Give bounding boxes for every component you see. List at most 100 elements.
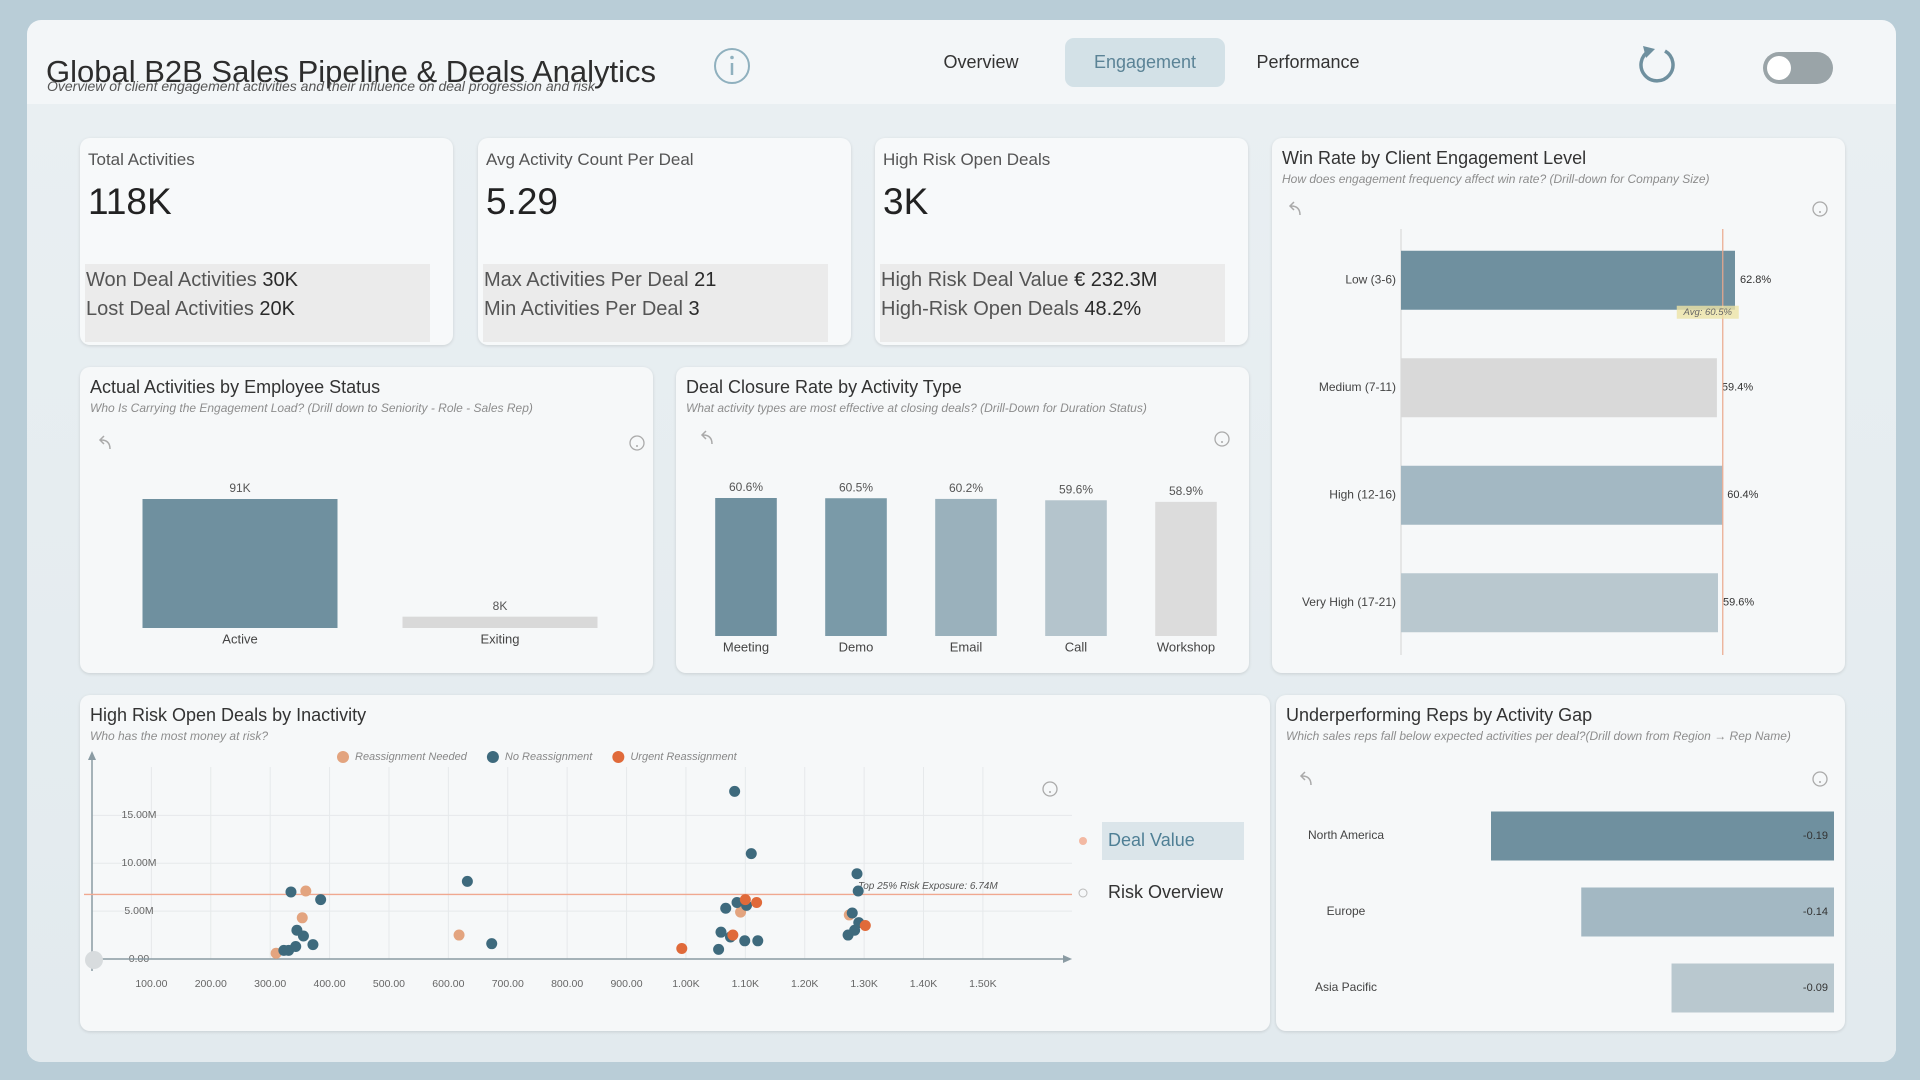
scatter-point xyxy=(461,875,473,887)
kpi-detail-label: High-Risk Open Deals xyxy=(881,298,1079,320)
category-label: Workshop xyxy=(1157,639,1215,654)
page-subtitle: Overview of client engagement activities… xyxy=(47,78,595,94)
bar xyxy=(1581,887,1834,937)
data-label: -0.19 xyxy=(1803,830,1828,842)
scatter-point xyxy=(846,907,858,919)
kpi-detail-label: Won Deal Activities xyxy=(86,269,257,291)
y-tick-label: 5.00M xyxy=(124,905,153,917)
chart-title: Win Rate by Client Engagement Level xyxy=(1282,148,1587,168)
category-label: Exiting xyxy=(480,631,519,646)
info-icon[interactable] xyxy=(712,46,752,86)
y-tick-label: 15.00M xyxy=(121,809,156,821)
scatter-point xyxy=(283,944,295,956)
page-title: Global B2B Sales Pipeline & Deals Analyt… xyxy=(46,54,656,89)
help-icon xyxy=(629,435,645,451)
kpi-detail: Min Activities Per Deal 3 xyxy=(484,298,700,321)
tab[interactable]: Overview xyxy=(943,52,1019,72)
category-label: North America xyxy=(1308,828,1384,842)
scatter-point xyxy=(676,942,688,954)
scatter-point xyxy=(297,930,309,942)
scatter-point xyxy=(296,912,308,924)
x-tick-label: 700.00 xyxy=(492,978,524,990)
scatter-point xyxy=(486,938,498,950)
chart-panel: North America -0.19 Europe -0.14 Asia Pacifi… xyxy=(1276,695,1845,1031)
bar xyxy=(935,498,997,636)
kpi-card: Total Activities 118K Won Deal Activitie… xyxy=(80,138,453,345)
kpi-detail-value: € 232.3M xyxy=(1074,269,1158,291)
category-label: Email xyxy=(950,639,983,654)
kpi-label: Avg Activity Count Per Deal xyxy=(486,150,694,169)
category-label: Asia Pacific xyxy=(1315,980,1377,994)
data-label: 60.6% xyxy=(729,480,763,494)
x-tick-label: 1.50K xyxy=(969,978,996,990)
dashboard: Global B2B Sales Pipeline & Deals Analyt… xyxy=(27,20,1896,1062)
chart-panel: 91K Active 8K Exiting Actual Activities by E… xyxy=(80,367,653,673)
scatter-point xyxy=(727,929,739,941)
x-tick-label: 400.00 xyxy=(314,978,346,990)
x-tick-label: 1.10K xyxy=(732,978,759,990)
scatter-point xyxy=(752,935,764,947)
kpi-label: High Risk Open Deals xyxy=(883,150,1051,169)
drill-up-icon xyxy=(1299,771,1312,786)
kpi-detail-label: High Risk Deal Value xyxy=(881,269,1069,291)
chart-title: Underperforming Reps by Activity Gap xyxy=(1286,705,1593,725)
x-tick-label: 500.00 xyxy=(373,978,405,990)
bar xyxy=(1045,500,1107,636)
kpi-detail: Max Activities Per Deal 21 xyxy=(484,269,716,292)
tab[interactable]: Performance xyxy=(1256,52,1360,72)
drill-up-icon xyxy=(700,430,713,445)
toggle[interactable] xyxy=(1761,50,1835,86)
y-tick-label: 10.00M xyxy=(121,857,156,869)
chart-panel: 100.00 200.00 300.00 400.00 500.00 600.00 700.… xyxy=(80,695,1270,1031)
view-option[interactable]: Risk Overview xyxy=(1108,882,1224,902)
scatter-point xyxy=(859,919,871,931)
chart-panel: 60.6% Meeting 60.5% Demo 60.2% Email 59.6% Call… xyxy=(676,367,1249,673)
x-axis-arrow xyxy=(1063,955,1072,963)
scatter-point xyxy=(285,886,297,898)
category-label: Low (3-6) xyxy=(1345,272,1396,286)
scatter-point xyxy=(300,885,312,897)
x-tick-label: 900.00 xyxy=(610,978,642,990)
view-option[interactable]: Deal Value xyxy=(1108,830,1195,850)
legend-label: No Reassignment xyxy=(505,751,593,763)
category-label: Call xyxy=(1065,639,1088,654)
legend-marker xyxy=(337,751,349,763)
kpi-details: Max Activities Per Deal 21 Min Activitie… xyxy=(483,264,828,342)
bar xyxy=(1155,501,1217,636)
help-icon-dot xyxy=(1819,211,1821,213)
x-tick-label: 200.00 xyxy=(195,978,227,990)
category-label: Medium (7-11) xyxy=(1319,380,1396,394)
scatter-point xyxy=(713,943,725,955)
reference-label: Top 25% Risk Exposure: 6.74M xyxy=(858,881,998,892)
kpi-card: High Risk Open Deals 3K High Risk Deal V… xyxy=(875,138,1248,345)
x-tick-label: 800.00 xyxy=(551,978,583,990)
kpi-value: 3K xyxy=(883,181,929,222)
kpi-detail-label: Min Activities Per Deal xyxy=(484,298,683,320)
option-bullet xyxy=(1078,888,1088,898)
scatter-point xyxy=(729,785,741,797)
x-tick-label: 1.00K xyxy=(672,978,699,990)
scatter-point xyxy=(453,929,465,941)
x-tick-label: 1.20K xyxy=(791,978,818,990)
kpi-detail-label: Max Activities Per Deal xyxy=(484,269,689,291)
refresh-icon[interactable] xyxy=(1635,42,1679,86)
legend-label: Urgent Reassignment xyxy=(630,751,737,763)
bar xyxy=(1491,811,1834,861)
kpi-label: Total Activities xyxy=(88,150,195,169)
option-bullet xyxy=(1079,837,1087,845)
x-tick-label: 1.40K xyxy=(910,978,937,990)
data-label: 60.2% xyxy=(949,481,983,495)
kpi-detail-value: 30K xyxy=(262,269,298,291)
data-label: 60.4% xyxy=(1727,489,1758,501)
drill-up-icon xyxy=(98,435,111,450)
average-label-bg xyxy=(1676,305,1739,319)
chart: North America -0.19 Europe -0.14 Asia Pacifi… xyxy=(1299,771,1834,1013)
category-label: Europe xyxy=(1327,904,1366,918)
kpi-details: High Risk Deal Value € 232.3M High-Risk … xyxy=(880,264,1225,342)
scatter-point xyxy=(720,902,732,914)
tab[interactable]: Engagement xyxy=(1065,38,1225,87)
bar xyxy=(1401,465,1723,525)
bar xyxy=(402,616,598,628)
chart-title: High Risk Open Deals by Inactivity xyxy=(90,705,367,725)
